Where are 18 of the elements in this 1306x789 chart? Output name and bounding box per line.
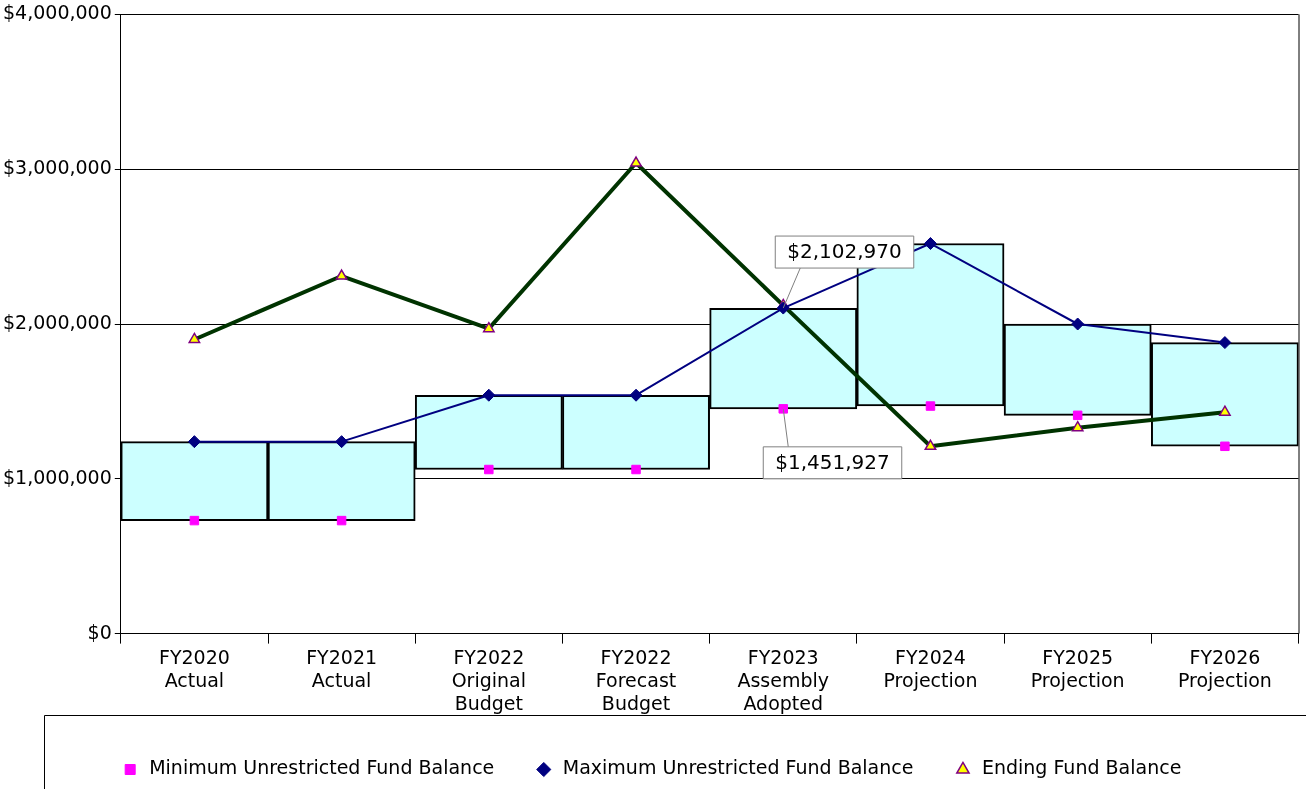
legend-label: Maximum Unrestricted Fund Balance	[562, 756, 914, 779]
annotation: $2,102,970	[787, 239, 902, 264]
annotation: $1,451,927	[775, 450, 890, 475]
x-tick-label: FY2020 Actual	[158, 645, 230, 691]
x-tick-label: FY2021 Actual	[306, 645, 378, 691]
y-tick-label: $3,000,000	[2, 156, 112, 179]
x-tick-label: FY2025 Projection	[1030, 645, 1125, 691]
y-tick-label: $1,000,000	[2, 465, 112, 488]
y-tick-label: $4,000,000	[2, 1, 112, 24]
y-tick-label: $2,000,000	[2, 310, 112, 333]
legend-label: Minimum Unrestricted Fund Balance	[149, 756, 495, 779]
x-tick-label: FY2022 Original Budget	[451, 645, 526, 714]
x-tick-label: FY2024 Projection	[883, 645, 978, 691]
x-tick-label: FY2022 Forecast Budget	[595, 645, 677, 714]
legend-label: Ending Fund Balance	[981, 756, 1182, 779]
x-tick-label: FY2023 Assembly Adopted	[737, 645, 830, 714]
x-tick-label: FY2026 Projection	[1177, 645, 1272, 691]
y-tick-label: $0	[87, 620, 112, 643]
